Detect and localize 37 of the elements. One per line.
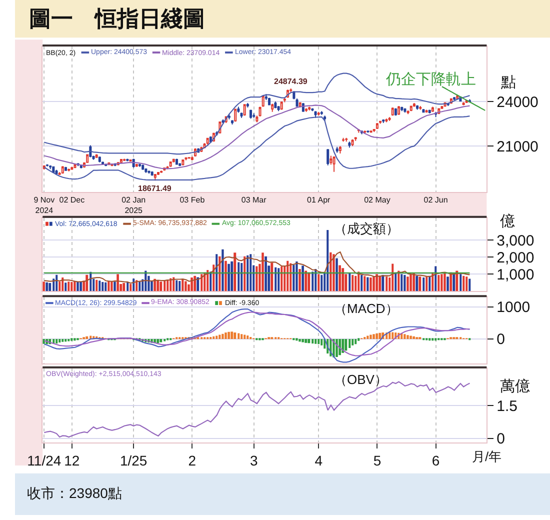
y-tick-label: 1.5 [496, 398, 518, 415]
annotation: 24874.39 [274, 77, 308, 86]
y-tick-label: 0 [496, 331, 506, 348]
x-tick-label: 02 Jun [424, 196, 448, 205]
annotation: 仍企下降軌上 [385, 71, 476, 88]
x-tick-label: 2 [188, 452, 196, 468]
x-tick-label: 4 [314, 452, 323, 468]
y-axis-title: 億 [500, 213, 515, 230]
text: 收市：23980點 [27, 485, 122, 501]
y-tick-label: 2,000 [496, 249, 534, 266]
x-tick-label: 6 [432, 452, 440, 468]
x-tick-label: 02 May [364, 196, 390, 205]
y-tick-label: 21000 [496, 138, 538, 156]
x-tick-label: 5 [373, 452, 382, 468]
x-tick-label: 03 Feb [180, 196, 206, 205]
chart-title: （MACD） [334, 301, 398, 316]
chart-title: 圖一 恒指日綫圖 [29, 6, 205, 32]
chart-title: （OBV） [334, 372, 388, 387]
x-tick-label: 3 [250, 452, 258, 468]
x-tick-label: 03 Mar [241, 196, 267, 205]
x-axis-title: 月/年 [472, 449, 502, 464]
y-tick-label: 24000 [496, 94, 538, 111]
x-tick-label: 01 Apr [307, 196, 331, 205]
x-tick-label: 12 [64, 452, 80, 468]
y-axis-title: 點 [500, 74, 516, 91]
annotation: 18671.49 [138, 184, 172, 193]
y-axis-title: 萬億 [500, 378, 530, 395]
y-tick-label: 1000 [496, 299, 530, 316]
y-tick-label: 1,000 [496, 266, 534, 284]
x-tick-label: 02 Jan 2025 [122, 196, 146, 216]
y-tick-label: 0 [496, 430, 506, 448]
chart-title: （成交額） [334, 221, 399, 236]
x-tick-label: 9 Nov 2024 [34, 196, 55, 216]
y-tick-label: 3,000 [496, 232, 534, 250]
x-tick-label: 1/25 [120, 452, 148, 468]
x-tick-label: 02 Dec [59, 196, 85, 205]
x-tick-label: 11/24 [27, 452, 62, 468]
